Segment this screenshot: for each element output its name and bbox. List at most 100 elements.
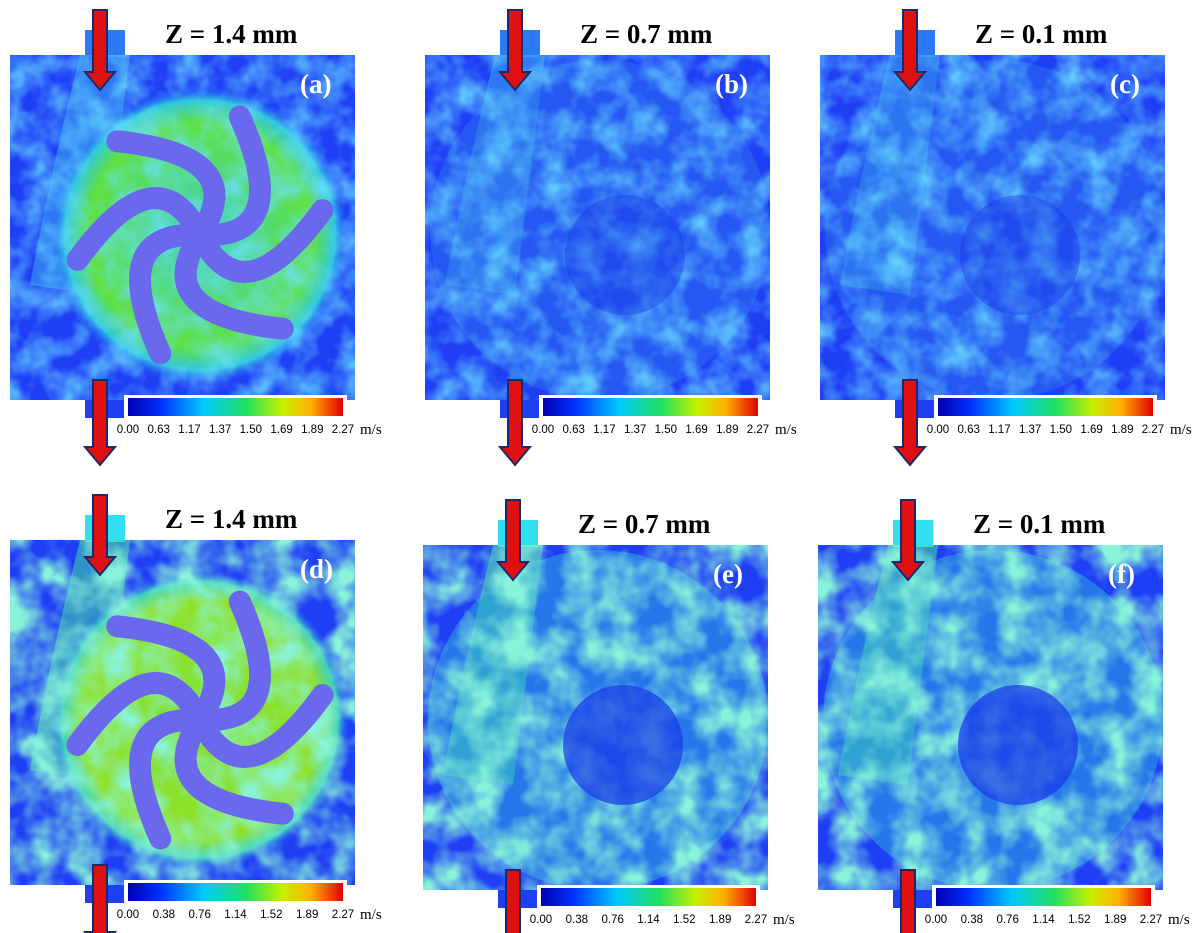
impeller-hub (180, 700, 220, 740)
flow-arrow (890, 499, 926, 582)
colorbar-unit: m/s (360, 422, 382, 438)
colorbar-tick-label: 0.00 (530, 914, 552, 926)
flow-arrow (900, 869, 916, 933)
colorbar-tick-label: 1.89 (709, 914, 731, 926)
panel: Z = 0.7 mm(b) 0.00 0.63 1.17 1.37 1.50 1.69 1.8… (425, 9, 814, 467)
colorbar-tick-label: 0.38 (566, 914, 588, 926)
colorbar-tick-label: 1.52 (260, 909, 282, 921)
label-bg (124, 905, 399, 923)
colorbar-tick-label: 2.27 (332, 424, 354, 436)
colorbar-tick-label: 1.52 (673, 914, 695, 926)
colorbar-tick-label: 1.17 (178, 424, 200, 436)
colorbar-tick-label: 2.27 (747, 424, 769, 436)
colorbar-unit: m/s (1170, 422, 1192, 438)
colorbar-tick-label: 2.27 (332, 909, 354, 921)
colorbar-tick-label: 0.00 (927, 424, 949, 436)
label-bg (934, 420, 1192, 438)
colorbar-tick-label: 2.27 (1142, 424, 1164, 436)
colorbar-unit: m/s (360, 907, 382, 923)
z-label: Z = 0.7 mm (580, 19, 713, 49)
colorbar (128, 883, 343, 901)
panel: Z = 1.4 mm(d) 0.00 0.38 0.76 1.14 1.52 1.89 2.2… (10, 494, 399, 933)
colorbar-tick-label: 1.37 (624, 424, 646, 436)
panel: Z = 0.1 mm(c) 0.00 0.63 1.17 1.37 1.50 1.69 1.8… (820, 9, 1192, 467)
z-label: Z = 0.7 mm (578, 509, 711, 539)
colorbar-tick-label: 0.76 (996, 914, 1018, 926)
label-bg (124, 420, 399, 438)
z-label: Z = 0.1 mm (973, 509, 1106, 539)
colorbar-tick-label: 0.00 (117, 909, 139, 921)
impeller-blade (174, 709, 294, 825)
colorbar-tick-label: 1.50 (240, 424, 262, 436)
colorbar-tick-label: 1.17 (593, 424, 615, 436)
colorbar-unit: m/s (775, 422, 797, 438)
turbulence (425, 55, 770, 400)
colorbar-tick-label: 1.14 (224, 909, 247, 921)
colorbar-tick-label: 1.69 (270, 424, 292, 436)
colorbar-tick-label: 0.38 (153, 909, 175, 921)
impeller-blade (189, 199, 334, 283)
colorbar (936, 888, 1151, 906)
flow-arrow (892, 379, 928, 467)
colorbar-tick-label: 1.17 (988, 424, 1010, 436)
colorbar-tick-label: 1.52 (1068, 914, 1090, 926)
core (565, 195, 685, 315)
impeller-blade (189, 105, 271, 247)
colorbar-tick-label: 0.63 (563, 424, 585, 436)
colorbar-tick-label: 1.89 (296, 909, 318, 921)
colorbar (128, 398, 343, 416)
colorbar-tick-label: 0.63 (148, 424, 170, 436)
colorbar-tick-label: 1.14 (637, 914, 660, 926)
colorbar-tick-label: 2.27 (745, 914, 767, 926)
impeller-hub (180, 215, 220, 255)
impeller-blade (189, 590, 271, 732)
flow-arrow (497, 379, 533, 467)
colorbar-tick-label: 1.37 (209, 424, 231, 436)
label-bg (537, 910, 812, 928)
impeller-blade (106, 130, 226, 246)
core (960, 195, 1080, 315)
colorbar-tick-label: 0.00 (117, 424, 139, 436)
colorbar-tick-label: 1.14 (1032, 914, 1055, 926)
colorbar-tick-label: 0.38 (961, 914, 983, 926)
impeller-blade (106, 615, 226, 731)
turbulence (820, 55, 1165, 400)
colorbar-unit: m/s (773, 912, 795, 928)
colorbar (541, 888, 756, 906)
flow-arrow (82, 379, 118, 467)
colorbar-tick-label: 1.89 (716, 424, 738, 436)
colorbar-tick-label: 1.50 (1050, 424, 1072, 436)
flow-arrow (82, 9, 118, 92)
z-label: Z = 0.1 mm (975, 19, 1108, 49)
panel: Z = 1.4 mm(a) 0.00 0.63 1.17 1.37 1.50 1.69 1.8… (10, 9, 399, 467)
impeller-blade (129, 708, 211, 850)
colorbar-tick-label: 1.69 (685, 424, 707, 436)
flow-arrow (497, 9, 533, 92)
core (563, 685, 683, 805)
panel-letter: (c) (1110, 69, 1140, 99)
panel-letter: (f) (1108, 559, 1135, 589)
label-bg (539, 420, 814, 438)
colorbar-unit: m/s (1168, 912, 1190, 928)
impeller-blade (66, 672, 211, 756)
panel-letter: (d) (300, 554, 333, 584)
colorbar-tick-label: 1.50 (655, 424, 677, 436)
core (958, 685, 1078, 805)
flow-arrow (495, 499, 531, 582)
z-label: Z = 1.4 mm (165, 19, 298, 49)
colorbar-tick-label: 0.63 (958, 424, 980, 436)
colorbar-tick-label: 1.89 (301, 424, 323, 436)
panel-letter: (a) (300, 69, 331, 99)
panel-letter: (b) (715, 69, 748, 99)
z-label: Z = 1.4 mm (165, 504, 298, 534)
panel: Z = 0.7 mm(e) 0.00 0.38 0.76 1.14 1.52 1.89 2.2… (423, 499, 812, 933)
colorbar-tick-label: 0.00 (532, 424, 554, 436)
impeller-blade (66, 187, 211, 271)
colorbar-tick-label: 0.00 (925, 914, 947, 926)
flow-arrow (505, 869, 521, 933)
panel: Z = 0.1 mm(f) 0.00 0.38 0.76 1.14 1.52 1.89 2.2… (818, 499, 1192, 933)
colorbar (938, 398, 1153, 416)
colorbar-tick-label: 1.89 (1111, 424, 1133, 436)
flow-arrow (892, 9, 928, 92)
impeller-blade (189, 684, 334, 768)
